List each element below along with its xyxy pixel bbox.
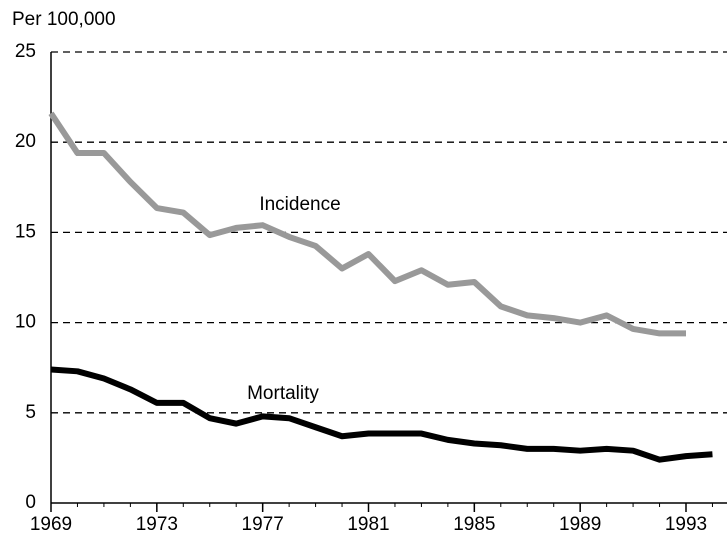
x-tick-label: 1989: [559, 514, 601, 535]
x-tick-label: 1973: [136, 514, 178, 535]
y-tick-label: 5: [25, 402, 36, 423]
x-tick-label: 1981: [347, 514, 389, 535]
y-tick-label: 0: [25, 492, 36, 513]
y-axis-label: Per 100,000: [12, 9, 116, 30]
series-label: Incidence: [259, 194, 340, 215]
line-series: [48, 111, 686, 337]
x-tick-label: 1977: [242, 514, 284, 535]
x-tick-label: 1985: [453, 514, 495, 535]
y-tick-label: 25: [15, 41, 36, 62]
y-tick-label: 10: [15, 312, 36, 333]
line-series: [50, 366, 713, 463]
series-label: Mortality: [247, 383, 319, 404]
y-tick-label: 20: [15, 131, 36, 152]
x-tick-label: 1993: [665, 514, 707, 535]
y-tick-label: 15: [15, 221, 36, 242]
x-tick-label: 1969: [30, 514, 72, 535]
